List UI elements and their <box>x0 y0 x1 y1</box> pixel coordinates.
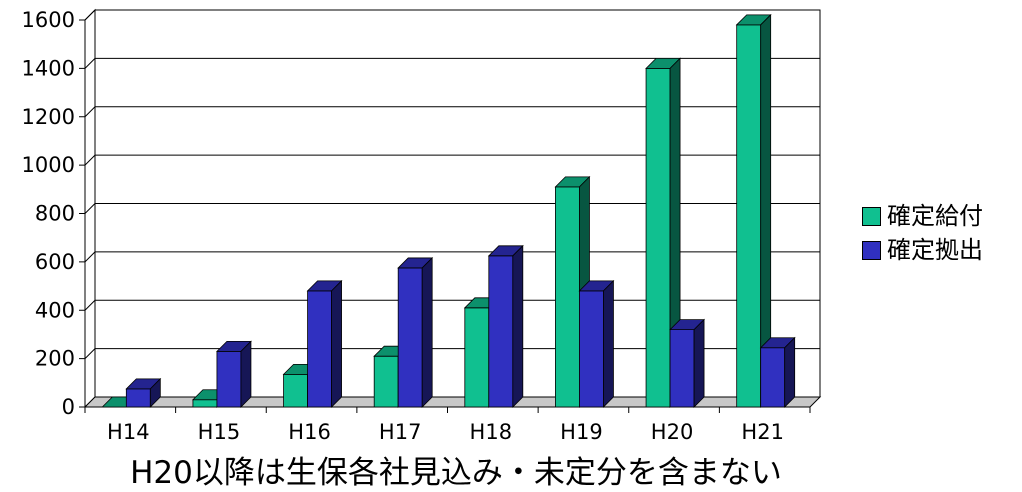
bar-defined-contribution-H14 <box>125 377 162 408</box>
bar-front <box>283 373 308 408</box>
bar-front <box>645 67 671 408</box>
bar-defined-benefit-H21 <box>735 13 772 408</box>
gridlines <box>83 8 822 409</box>
legend-swatch-defined-contribution <box>862 240 881 260</box>
legend-label-defined-contribution: 確定拠出 <box>887 236 983 264</box>
bar-side <box>421 256 433 408</box>
gridline-slant <box>84 58 96 69</box>
bar-side <box>784 336 796 408</box>
bar-front <box>307 290 332 408</box>
bar-side <box>512 244 524 408</box>
gridline-slant <box>84 106 96 118</box>
bars <box>101 13 796 408</box>
bar-front <box>669 329 695 408</box>
legend-swatch-defined-benefit <box>862 206 881 226</box>
bar-front <box>555 186 580 408</box>
x-tick-label: H16 <box>288 420 331 444</box>
gridline-slant <box>84 203 96 214</box>
bar-side <box>331 279 342 408</box>
bar-front <box>397 267 423 408</box>
chart-footnote: H20以降は生保各社見込み・未定分を含まない <box>0 447 1022 492</box>
bar-front <box>736 24 762 408</box>
bar-side <box>693 318 705 408</box>
x-tick-label: H17 <box>379 420 422 444</box>
gridline-slant <box>84 251 96 263</box>
bar-side <box>149 377 161 408</box>
bar-front <box>579 290 604 408</box>
legend-label-defined-benefit: 確定給付 <box>887 202 983 230</box>
bar-defined-contribution-H20 <box>669 318 706 408</box>
gridline-slant <box>84 9 96 21</box>
bar-defined-contribution-H17 <box>397 256 434 408</box>
bar-defined-contribution-H18 <box>487 244 524 408</box>
legend-item-defined-contribution: 確定拠出 <box>862 233 983 267</box>
gridline-slant <box>84 348 96 359</box>
bar-defined-contribution-H21 <box>759 336 796 408</box>
x-tick-label: H15 <box>198 420 241 444</box>
gridline-slant <box>84 154 96 166</box>
x-tick-label: H20 <box>651 420 694 444</box>
y-tick-label: 1400 <box>22 56 75 80</box>
bar-side <box>603 279 614 408</box>
y-tick-label: 400 <box>35 298 75 322</box>
x-tick-label: H18 <box>470 420 513 444</box>
y-tick-label: 600 <box>35 250 75 274</box>
bar-defined-contribution-H15 <box>215 340 252 408</box>
legend: 確定給付 確定拠出 <box>862 199 983 267</box>
y-tick-label: 800 <box>35 202 75 226</box>
x-tick-label: H14 <box>107 420 150 444</box>
y-axis-ticks: 0 200 400 600 800 1000 1200 1400 1600 <box>22 8 86 419</box>
bar-front <box>760 347 786 408</box>
y-tick-label: 0 <box>62 395 75 419</box>
gridline-slant <box>84 299 96 311</box>
bar-front <box>125 388 151 408</box>
y-tick-label: 1000 <box>22 153 75 177</box>
bar-defined-contribution-H19 <box>578 279 615 408</box>
y-tick-label: 1200 <box>22 105 75 129</box>
bar-front <box>216 350 242 408</box>
x-tick-label: H19 <box>560 420 603 444</box>
chart-footnote-text: H20以降は生保各社見込み・未定分を含まない <box>130 455 782 491</box>
x-axis-categories: H14 H15 H16 H17 H18 H19 H20 H21 <box>84 407 811 444</box>
y-tick-label: 200 <box>35 347 75 371</box>
bar-front <box>373 355 399 408</box>
bar-front <box>464 307 490 408</box>
bar-front <box>488 255 514 408</box>
bar-defined-benefit-H20 <box>645 57 682 408</box>
bar-side <box>240 340 252 408</box>
y-tick-label: 1600 <box>22 8 75 32</box>
bar-front <box>192 399 218 408</box>
legend-item-defined-benefit: 確定給付 <box>862 199 983 233</box>
bar-defined-contribution-H16 <box>306 279 343 408</box>
x-tick-label: H21 <box>741 420 784 444</box>
